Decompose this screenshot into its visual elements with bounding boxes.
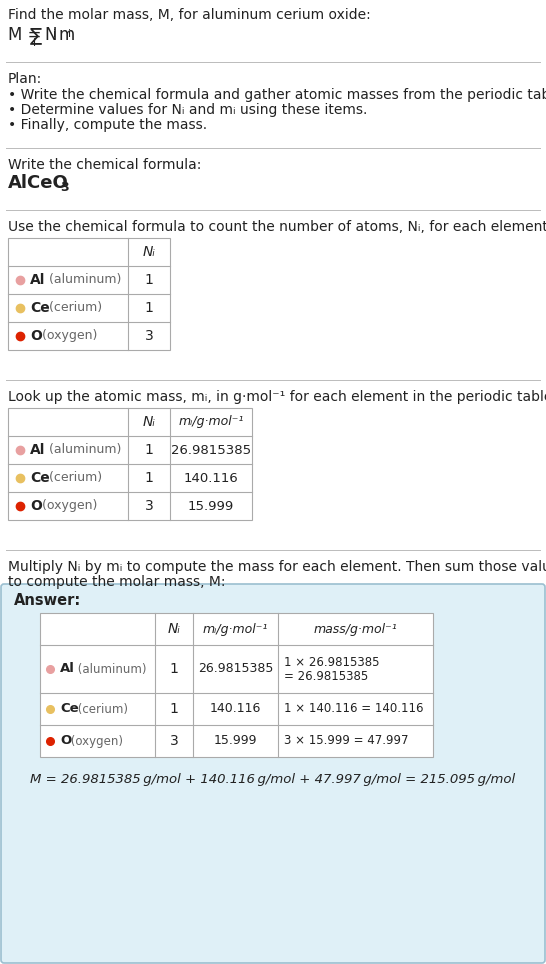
- Text: 1: 1: [145, 471, 153, 485]
- Text: 3: 3: [60, 181, 69, 194]
- Text: (oxygen): (oxygen): [38, 499, 97, 513]
- Text: 3: 3: [145, 499, 153, 513]
- Text: 1 × 140.116 = 140.116: 1 × 140.116 = 140.116: [284, 703, 424, 715]
- Text: Ce: Ce: [60, 703, 79, 715]
- Text: 1: 1: [145, 443, 153, 457]
- Text: M = 26.9815385 g/mol + 140.116 g/mol + 47.997 g/mol = 215.095 g/mol: M = 26.9815385 g/mol + 140.116 g/mol + 4…: [31, 773, 515, 786]
- Text: O: O: [30, 329, 42, 343]
- Text: = 26.9815385: = 26.9815385: [284, 670, 368, 683]
- Text: 3: 3: [170, 734, 179, 748]
- Text: 1: 1: [170, 662, 179, 676]
- FancyBboxPatch shape: [1, 584, 545, 963]
- Text: M =: M =: [8, 26, 41, 44]
- Text: O: O: [60, 735, 71, 747]
- Text: (aluminum): (aluminum): [45, 443, 121, 457]
- Text: Look up the atomic mass, mᵢ, in g·mol⁻¹ for each element in the periodic table:: Look up the atomic mass, mᵢ, in g·mol⁻¹ …: [8, 390, 546, 404]
- Text: m: m: [58, 26, 74, 44]
- Text: 140.116: 140.116: [210, 703, 261, 715]
- Text: (cerium): (cerium): [74, 703, 128, 715]
- Text: (oxygen): (oxygen): [67, 735, 123, 747]
- Text: • Finally, compute the mass.: • Finally, compute the mass.: [8, 118, 207, 132]
- Text: Answer:: Answer:: [14, 593, 81, 608]
- Text: Write the chemical formula:: Write the chemical formula:: [8, 158, 201, 172]
- Text: Plan:: Plan:: [8, 72, 42, 86]
- Text: mᵢ/g·mol⁻¹: mᵢ/g·mol⁻¹: [203, 623, 268, 635]
- Text: Find the molar mass, M, for aluminum cerium oxide:: Find the molar mass, M, for aluminum cer…: [8, 8, 371, 22]
- Text: to compute the molar mass, M:: to compute the molar mass, M:: [8, 575, 225, 589]
- Text: (oxygen): (oxygen): [38, 330, 97, 342]
- Text: • Write the chemical formula and gather atomic masses from the periodic table.: • Write the chemical formula and gather …: [8, 88, 546, 102]
- Text: i: i: [53, 29, 56, 39]
- Text: Nᵢ: Nᵢ: [143, 415, 156, 429]
- Text: Ce: Ce: [30, 301, 50, 315]
- Text: • Determine values for Nᵢ and mᵢ using these items.: • Determine values for Nᵢ and mᵢ using t…: [8, 103, 367, 117]
- Text: Use the chemical formula to count the number of atoms, Nᵢ, for each element:: Use the chemical formula to count the nu…: [8, 220, 546, 234]
- Text: Al: Al: [30, 443, 45, 457]
- Text: Nᵢ: Nᵢ: [143, 245, 156, 259]
- Text: 1: 1: [170, 702, 179, 716]
- Text: 26.9815385: 26.9815385: [198, 662, 273, 676]
- Text: i: i: [68, 29, 71, 39]
- Bar: [40, 613, 433, 757]
- Text: mass/g·mol⁻¹: mass/g·mol⁻¹: [313, 623, 397, 635]
- Text: O: O: [30, 499, 42, 513]
- Text: Multiply Nᵢ by mᵢ to compute the mass for each element. Then sum those values: Multiply Nᵢ by mᵢ to compute the mass fo…: [8, 560, 546, 574]
- Text: Al: Al: [30, 273, 45, 287]
- Text: Nᵢ: Nᵢ: [168, 622, 180, 636]
- Text: Al: Al: [60, 662, 75, 676]
- Text: (cerium): (cerium): [45, 302, 102, 314]
- Text: (aluminum): (aluminum): [74, 662, 146, 676]
- Text: 140.116: 140.116: [183, 471, 239, 485]
- Text: (aluminum): (aluminum): [45, 274, 121, 286]
- Text: N: N: [44, 26, 56, 44]
- Bar: [8, 408, 252, 520]
- Bar: [8, 238, 170, 350]
- Text: 1: 1: [145, 273, 153, 287]
- Text: 3: 3: [145, 329, 153, 343]
- Text: 1: 1: [145, 301, 153, 315]
- Text: AlCeO: AlCeO: [8, 174, 69, 192]
- Text: mᵢ/g·mol⁻¹: mᵢ/g·mol⁻¹: [179, 415, 244, 429]
- Text: 1 × 26.9815385: 1 × 26.9815385: [284, 656, 379, 668]
- Text: 15.999: 15.999: [188, 499, 234, 513]
- Text: 3 × 15.999 = 47.997: 3 × 15.999 = 47.997: [284, 735, 408, 747]
- Text: (cerium): (cerium): [45, 471, 102, 485]
- Text: 26.9815385: 26.9815385: [171, 443, 251, 457]
- Text: Ce: Ce: [30, 471, 50, 485]
- Text: 15.999: 15.999: [213, 735, 257, 747]
- Text: ∑: ∑: [30, 26, 42, 44]
- Text: i: i: [33, 38, 36, 48]
